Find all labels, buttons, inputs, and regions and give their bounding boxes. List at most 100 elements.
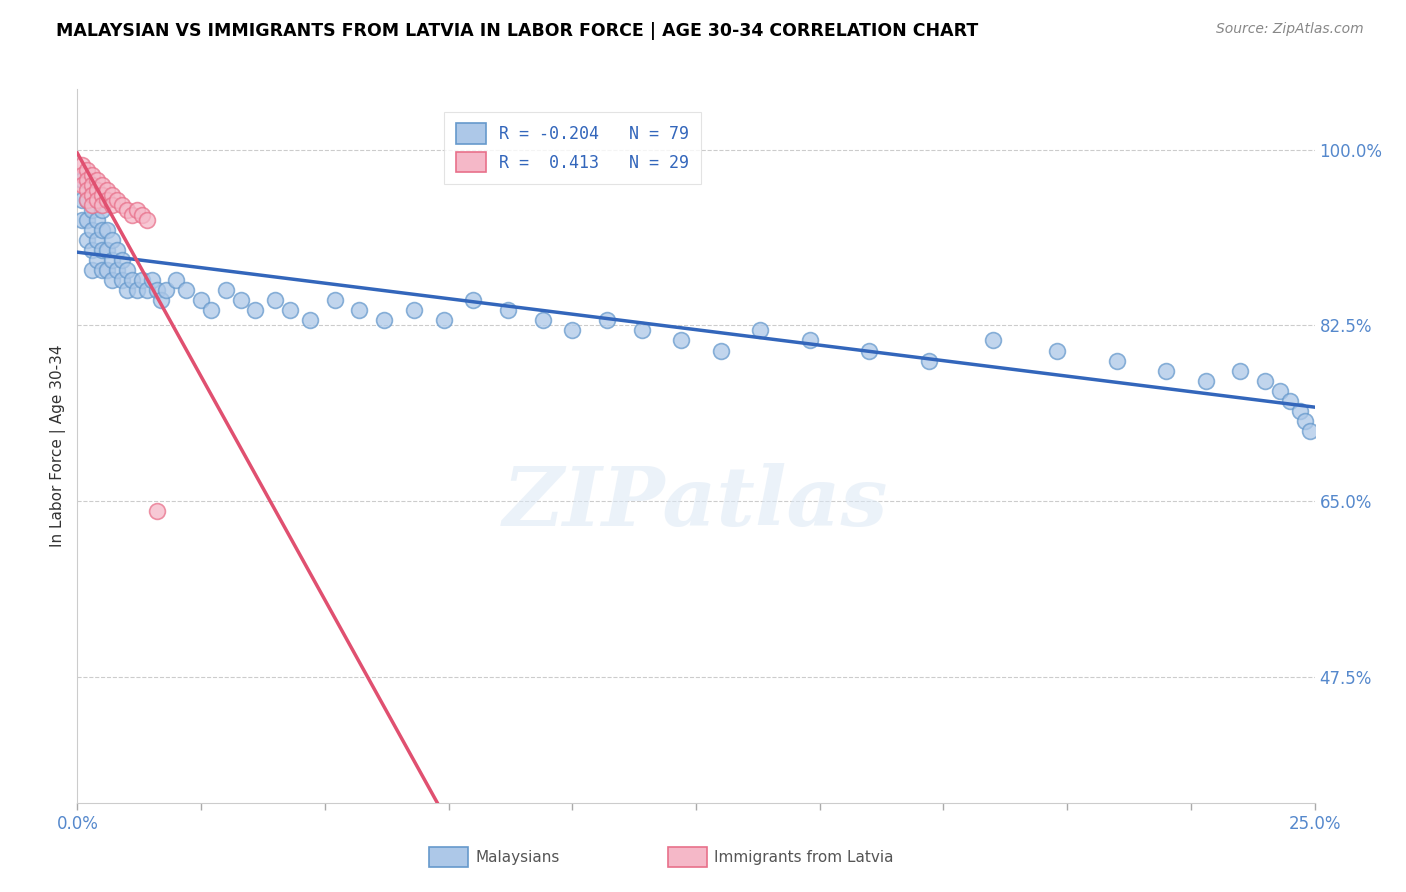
Point <box>135 283 157 297</box>
Point <box>91 263 114 277</box>
Point <box>710 343 733 358</box>
Point <box>115 202 138 217</box>
Point <box>150 293 173 308</box>
Point <box>76 193 98 207</box>
Point <box>463 293 485 308</box>
Point <box>86 183 108 197</box>
Point <box>373 313 395 327</box>
Point <box>76 172 98 186</box>
Point <box>72 158 94 172</box>
Point <box>76 233 98 247</box>
Point <box>82 198 104 212</box>
Point <box>125 202 148 217</box>
Point <box>174 283 197 297</box>
Point <box>858 343 880 358</box>
Text: ZIPatlas: ZIPatlas <box>503 463 889 543</box>
Point <box>145 504 167 518</box>
Point <box>105 263 128 277</box>
Point <box>101 253 124 268</box>
Point <box>96 183 118 197</box>
Point <box>917 353 939 368</box>
Point <box>72 172 94 186</box>
Point <box>165 273 187 287</box>
Point <box>101 273 124 287</box>
Point <box>86 193 108 207</box>
Point <box>76 162 98 177</box>
Legend: R = -0.204   N = 79, R =  0.413   N = 29: R = -0.204 N = 79, R = 0.413 N = 29 <box>444 112 702 184</box>
Point <box>86 212 108 227</box>
Point <box>86 193 108 207</box>
Point <box>121 273 143 287</box>
Point <box>105 243 128 257</box>
Point <box>496 303 519 318</box>
Point <box>596 313 619 327</box>
Point <box>96 243 118 257</box>
Point <box>215 283 238 297</box>
Point <box>432 313 454 327</box>
Point <box>278 303 301 318</box>
Point <box>1294 414 1316 428</box>
Point <box>72 212 94 227</box>
Point <box>115 283 138 297</box>
Point <box>76 212 98 227</box>
Point <box>91 223 114 237</box>
Point <box>121 208 143 222</box>
Point <box>82 183 104 197</box>
Point <box>96 223 118 237</box>
Point <box>82 243 104 257</box>
Point <box>229 293 252 308</box>
Point <box>91 202 114 217</box>
Point <box>101 233 124 247</box>
Point <box>135 212 157 227</box>
Point <box>72 193 94 207</box>
Point <box>125 283 148 297</box>
Point <box>981 334 1004 348</box>
Point <box>101 198 124 212</box>
Point <box>105 193 128 207</box>
Text: Source: ZipAtlas.com: Source: ZipAtlas.com <box>1216 22 1364 37</box>
Point <box>72 168 94 182</box>
Point <box>91 178 114 192</box>
Point <box>131 208 153 222</box>
Point <box>531 313 554 327</box>
Point <box>402 303 425 318</box>
Point <box>111 198 134 212</box>
Point <box>1046 343 1069 358</box>
Point <box>155 283 177 297</box>
Point <box>82 178 104 192</box>
Point <box>96 193 118 207</box>
Point <box>91 187 114 202</box>
Point <box>1229 363 1251 377</box>
Point <box>72 178 94 192</box>
Point <box>91 198 114 212</box>
Point <box>115 263 138 277</box>
Point <box>245 303 267 318</box>
Point <box>76 193 98 207</box>
Point <box>264 293 287 308</box>
Point <box>1268 384 1291 398</box>
Point <box>1154 363 1177 377</box>
Point <box>1278 393 1301 408</box>
Point <box>101 187 124 202</box>
Text: Immigrants from Latvia: Immigrants from Latvia <box>714 850 894 864</box>
Point <box>96 263 118 277</box>
Point <box>1105 353 1128 368</box>
Point <box>76 183 98 197</box>
Point <box>82 202 104 217</box>
Point <box>1298 424 1320 438</box>
Point <box>630 323 652 337</box>
Point <box>141 273 163 287</box>
Point <box>145 283 167 297</box>
Point <box>111 253 134 268</box>
Text: Malaysians: Malaysians <box>475 850 560 864</box>
Point <box>200 303 222 318</box>
Point <box>86 233 108 247</box>
Point <box>298 313 321 327</box>
Point <box>669 334 692 348</box>
Y-axis label: In Labor Force | Age 30-34: In Labor Force | Age 30-34 <box>51 344 66 548</box>
Point <box>323 293 346 308</box>
Point <box>82 187 104 202</box>
Point <box>799 334 821 348</box>
Point <box>749 323 772 337</box>
Point <box>86 253 108 268</box>
